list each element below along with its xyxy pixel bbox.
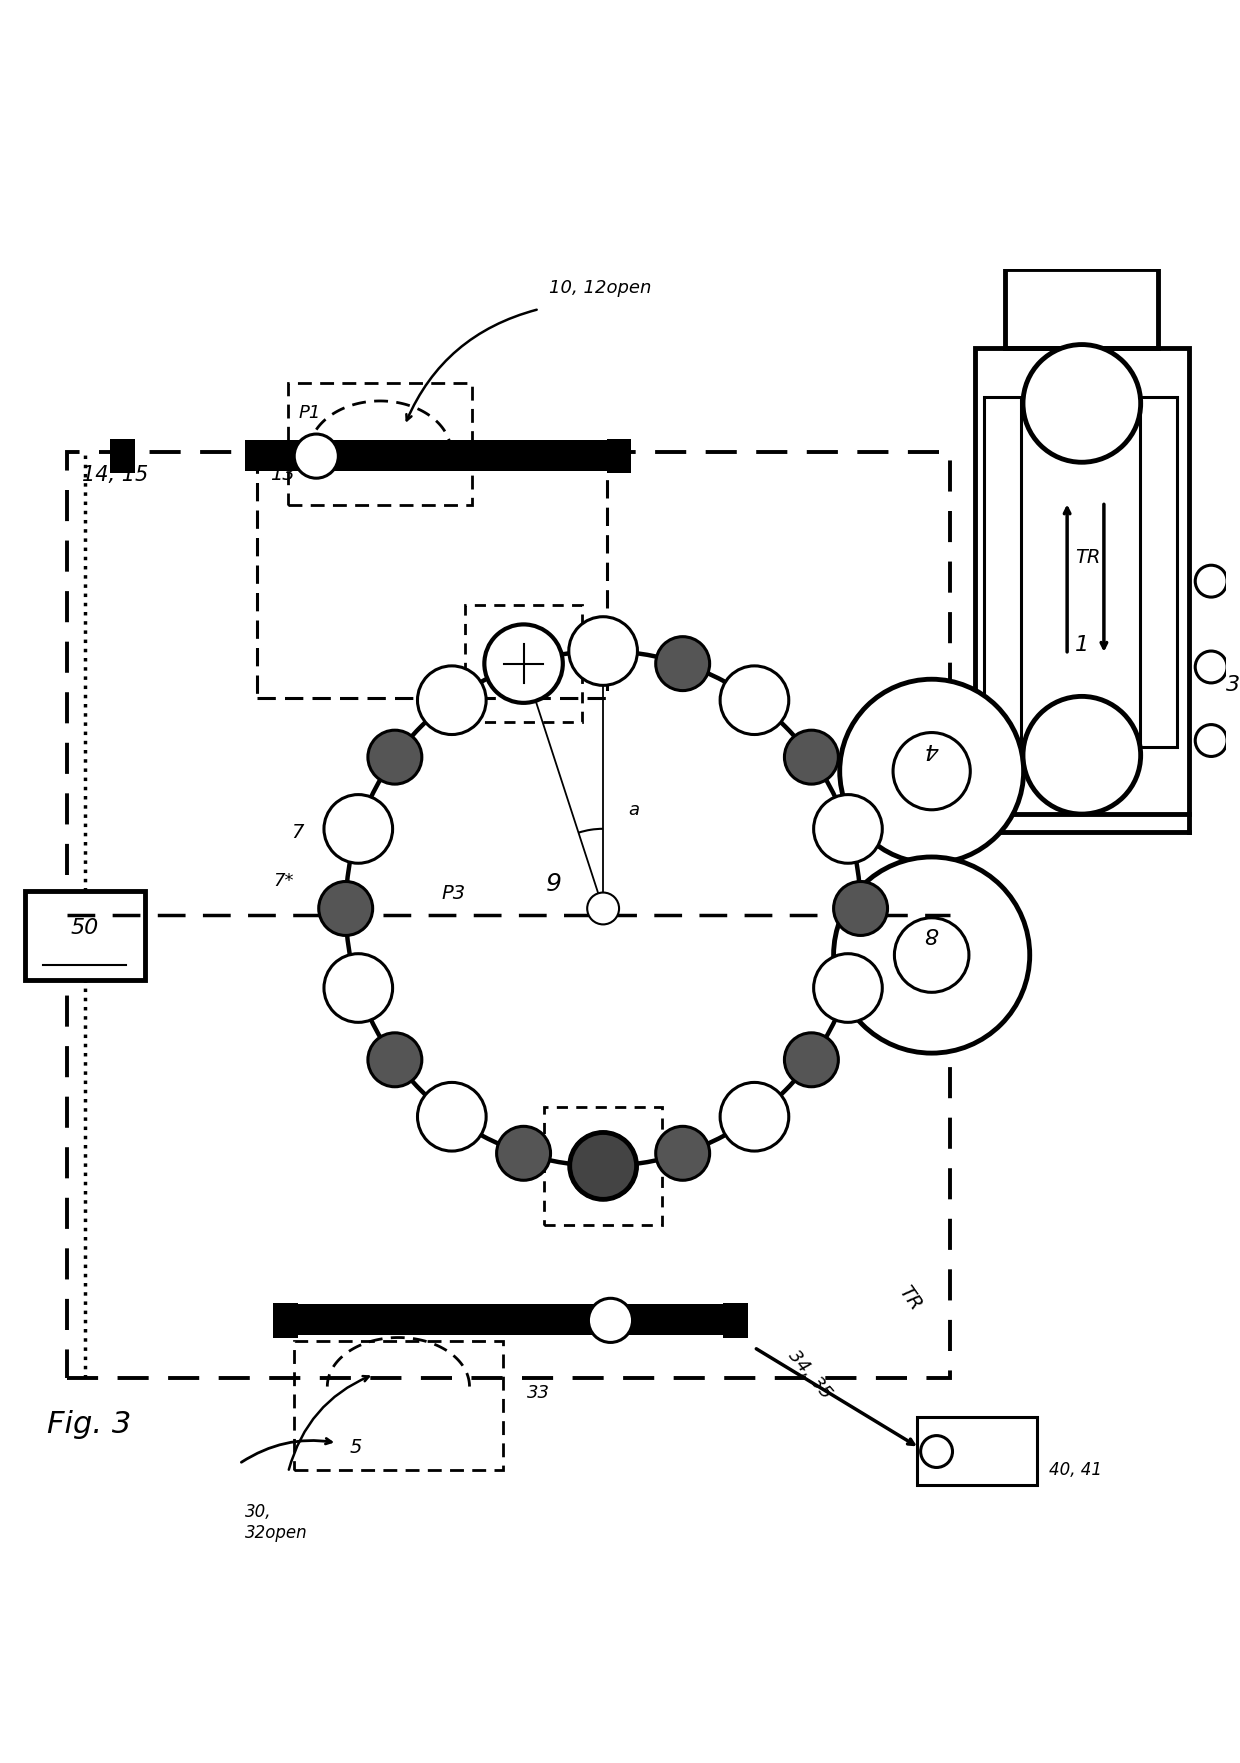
Text: a: a xyxy=(629,802,640,820)
Bar xyxy=(67,453,950,1379)
Bar xyxy=(110,439,135,472)
Text: 4: 4 xyxy=(925,739,939,760)
Circle shape xyxy=(569,1132,637,1201)
Text: 50: 50 xyxy=(71,919,99,938)
Text: 6: 6 xyxy=(543,866,559,890)
Circle shape xyxy=(588,892,619,924)
Circle shape xyxy=(1023,344,1141,462)
Circle shape xyxy=(368,730,422,785)
Circle shape xyxy=(1195,651,1228,682)
Bar xyxy=(985,397,1022,748)
Circle shape xyxy=(893,733,970,809)
Circle shape xyxy=(496,1127,551,1179)
Text: 13: 13 xyxy=(269,465,294,483)
Circle shape xyxy=(324,954,393,1023)
Bar xyxy=(294,1342,502,1470)
Circle shape xyxy=(368,1033,422,1086)
Bar xyxy=(25,892,145,980)
Text: P3: P3 xyxy=(441,885,465,903)
Bar xyxy=(544,1107,662,1225)
Circle shape xyxy=(833,857,1029,1053)
Text: TR: TR xyxy=(1075,548,1101,568)
Text: 14, 15: 14, 15 xyxy=(82,465,149,485)
Bar xyxy=(465,605,583,723)
Text: Fig. 3: Fig. 3 xyxy=(47,1410,131,1439)
Text: P1: P1 xyxy=(299,404,321,421)
Text: 7: 7 xyxy=(291,823,304,843)
Text: 8: 8 xyxy=(925,924,939,943)
Circle shape xyxy=(833,882,888,936)
Circle shape xyxy=(1023,696,1141,815)
Text: 10, 12open: 10, 12open xyxy=(549,279,651,296)
Circle shape xyxy=(656,1127,709,1179)
Text: 34, 35: 34, 35 xyxy=(785,1347,836,1402)
Circle shape xyxy=(485,624,563,703)
Bar xyxy=(1006,268,1158,349)
Bar xyxy=(975,349,1189,815)
Circle shape xyxy=(294,434,339,478)
Bar xyxy=(723,1303,748,1338)
Circle shape xyxy=(839,679,1023,864)
Circle shape xyxy=(1195,725,1228,756)
Circle shape xyxy=(324,795,393,864)
Circle shape xyxy=(1195,566,1228,598)
Circle shape xyxy=(720,666,789,735)
Text: TR: TR xyxy=(895,1282,925,1313)
Text: 5: 5 xyxy=(350,1439,362,1458)
Bar xyxy=(279,1305,733,1335)
Bar xyxy=(273,1303,298,1338)
Text: 1: 1 xyxy=(1075,635,1089,654)
Circle shape xyxy=(920,1435,952,1467)
Circle shape xyxy=(319,882,373,936)
Circle shape xyxy=(785,1033,838,1086)
Circle shape xyxy=(569,617,637,686)
Circle shape xyxy=(570,1134,636,1199)
Circle shape xyxy=(813,954,883,1023)
Bar xyxy=(288,383,472,506)
Text: 30,
32open: 30, 32open xyxy=(246,1504,308,1543)
Circle shape xyxy=(720,1082,789,1151)
Circle shape xyxy=(894,919,968,993)
Circle shape xyxy=(813,795,883,864)
Text: 7*: 7* xyxy=(274,873,294,890)
Bar xyxy=(1140,397,1177,748)
Circle shape xyxy=(418,666,486,735)
Circle shape xyxy=(656,636,709,691)
Circle shape xyxy=(496,636,551,691)
Bar xyxy=(606,439,631,472)
Text: 33: 33 xyxy=(527,1384,551,1402)
Bar xyxy=(246,441,619,471)
Text: 3: 3 xyxy=(1226,675,1240,695)
Circle shape xyxy=(418,1082,486,1151)
Circle shape xyxy=(785,730,838,785)
Bar xyxy=(916,1417,1037,1484)
Circle shape xyxy=(589,1298,632,1342)
Bar xyxy=(258,458,606,698)
Text: 40, 41: 40, 41 xyxy=(1049,1460,1102,1479)
